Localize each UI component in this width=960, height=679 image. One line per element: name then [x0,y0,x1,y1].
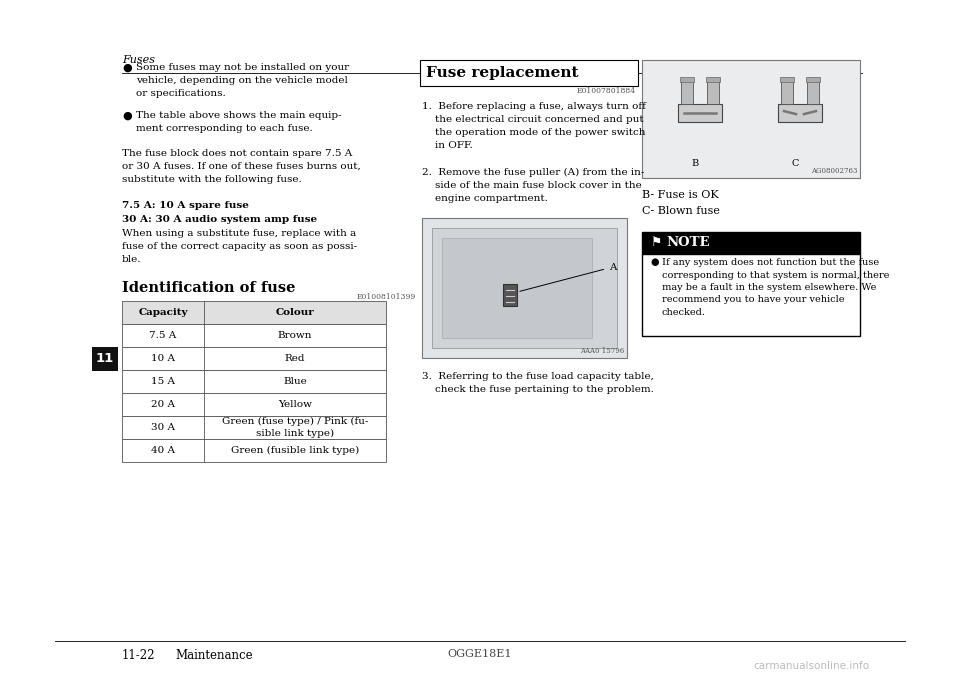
Bar [781,78,793,104]
Bar [706,77,720,82]
Bar [432,228,617,348]
Bar [420,60,638,86]
Bar [642,254,860,336]
Bar [122,416,386,439]
Text: 10 A: 10 A [151,354,175,363]
Text: 30 A: 30 A [151,423,175,432]
Text: Brown: Brown [277,331,312,340]
Text: 2.  Remove the fuse puller (A) from the in-
    side of the main fuse block cove: 2. Remove the fuse puller (A) from the i… [422,168,644,203]
Text: Maintenance: Maintenance [175,649,252,662]
Bar [642,60,860,178]
Text: Colour: Colour [276,308,314,317]
Text: Fuses: Fuses [122,55,155,65]
Bar [707,78,719,104]
Text: If any system does not function but the fuse
corresponding to that system is nor: If any system does not function but the … [662,258,889,317]
Text: Capacity: Capacity [138,308,188,317]
Text: Fuse replacement: Fuse replacement [426,66,579,80]
Text: B- Fuse is OK: B- Fuse is OK [642,190,719,200]
Text: ●: ● [122,111,132,121]
Text: A: A [519,263,616,291]
Text: carmanualsonline.info: carmanualsonline.info [754,661,870,671]
Text: 7.5 A: 7.5 A [150,331,177,340]
Text: C: C [791,159,799,168]
Text: Red: Red [285,354,305,363]
Text: ●: ● [650,258,659,267]
Text: 11: 11 [96,352,114,365]
Text: Identification of fuse: Identification of fuse [122,281,296,295]
Text: Green (fuse type) / Pink (fu-
sible link type): Green (fuse type) / Pink (fu- sible link… [222,418,369,438]
Text: NOTE: NOTE [666,236,709,249]
Bar [642,232,860,254]
Text: E01008101399: E01008101399 [357,293,416,301]
Bar [680,77,694,82]
Text: 11-22: 11-22 [122,649,156,662]
Text: When using a substitute fuse, replace with a
fuse of the correct capacity as soo: When using a substitute fuse, replace wi… [122,229,357,263]
Text: 15 A: 15 A [151,377,175,386]
Text: AG08002763: AG08002763 [810,167,857,175]
Text: ●: ● [122,63,132,73]
Bar [422,218,627,358]
Bar [122,439,386,462]
Bar [442,238,592,338]
Text: 20 A: 20 A [151,400,175,409]
Bar [122,324,386,347]
Text: 40 A: 40 A [151,446,175,455]
Text: 1.  Before replacing a fuse, always turn off
    the electrical circuit concerne: 1. Before replacing a fuse, always turn … [422,102,646,149]
Text: 30 A: 30 A audio system amp fuse: 30 A: 30 A audio system amp fuse [122,215,317,224]
Bar [503,284,517,306]
Bar [806,77,820,82]
Text: AAA0 15796: AAA0 15796 [580,347,624,355]
Text: ⚑: ⚑ [651,236,662,249]
Bar [122,347,386,370]
Bar [778,104,822,122]
Text: E01007801884: E01007801884 [577,87,636,95]
Text: 3.  Referring to the fuse load capacity table,
    check the fuse pertaining to : 3. Referring to the fuse load capacity t… [422,372,654,394]
Text: Green (fusible link type): Green (fusible link type) [230,446,359,455]
Text: Some fuses may not be installed on your
vehicle, depending on the vehicle model
: Some fuses may not be installed on your … [136,63,349,98]
Text: Blue: Blue [283,377,307,386]
Bar [678,104,722,122]
Bar [122,370,386,393]
Text: 7.5 A: 10 A spare fuse: 7.5 A: 10 A spare fuse [122,201,249,210]
Text: Yellow: Yellow [278,400,312,409]
Bar [92,346,118,371]
Bar [807,78,819,104]
Bar [681,78,693,104]
Text: B: B [691,159,699,168]
Bar [122,301,386,324]
Text: OGGE18E1: OGGE18E1 [447,649,513,659]
Text: The fuse block does not contain spare 7.5 A
or 30 A fuses. If one of these fuses: The fuse block does not contain spare 7.… [122,149,361,184]
Text: The table above shows the main equip-
ment corresponding to each fuse.: The table above shows the main equip- me… [136,111,342,133]
Bar [122,393,386,416]
Text: C- Blown fuse: C- Blown fuse [642,206,720,216]
Bar [780,77,794,82]
